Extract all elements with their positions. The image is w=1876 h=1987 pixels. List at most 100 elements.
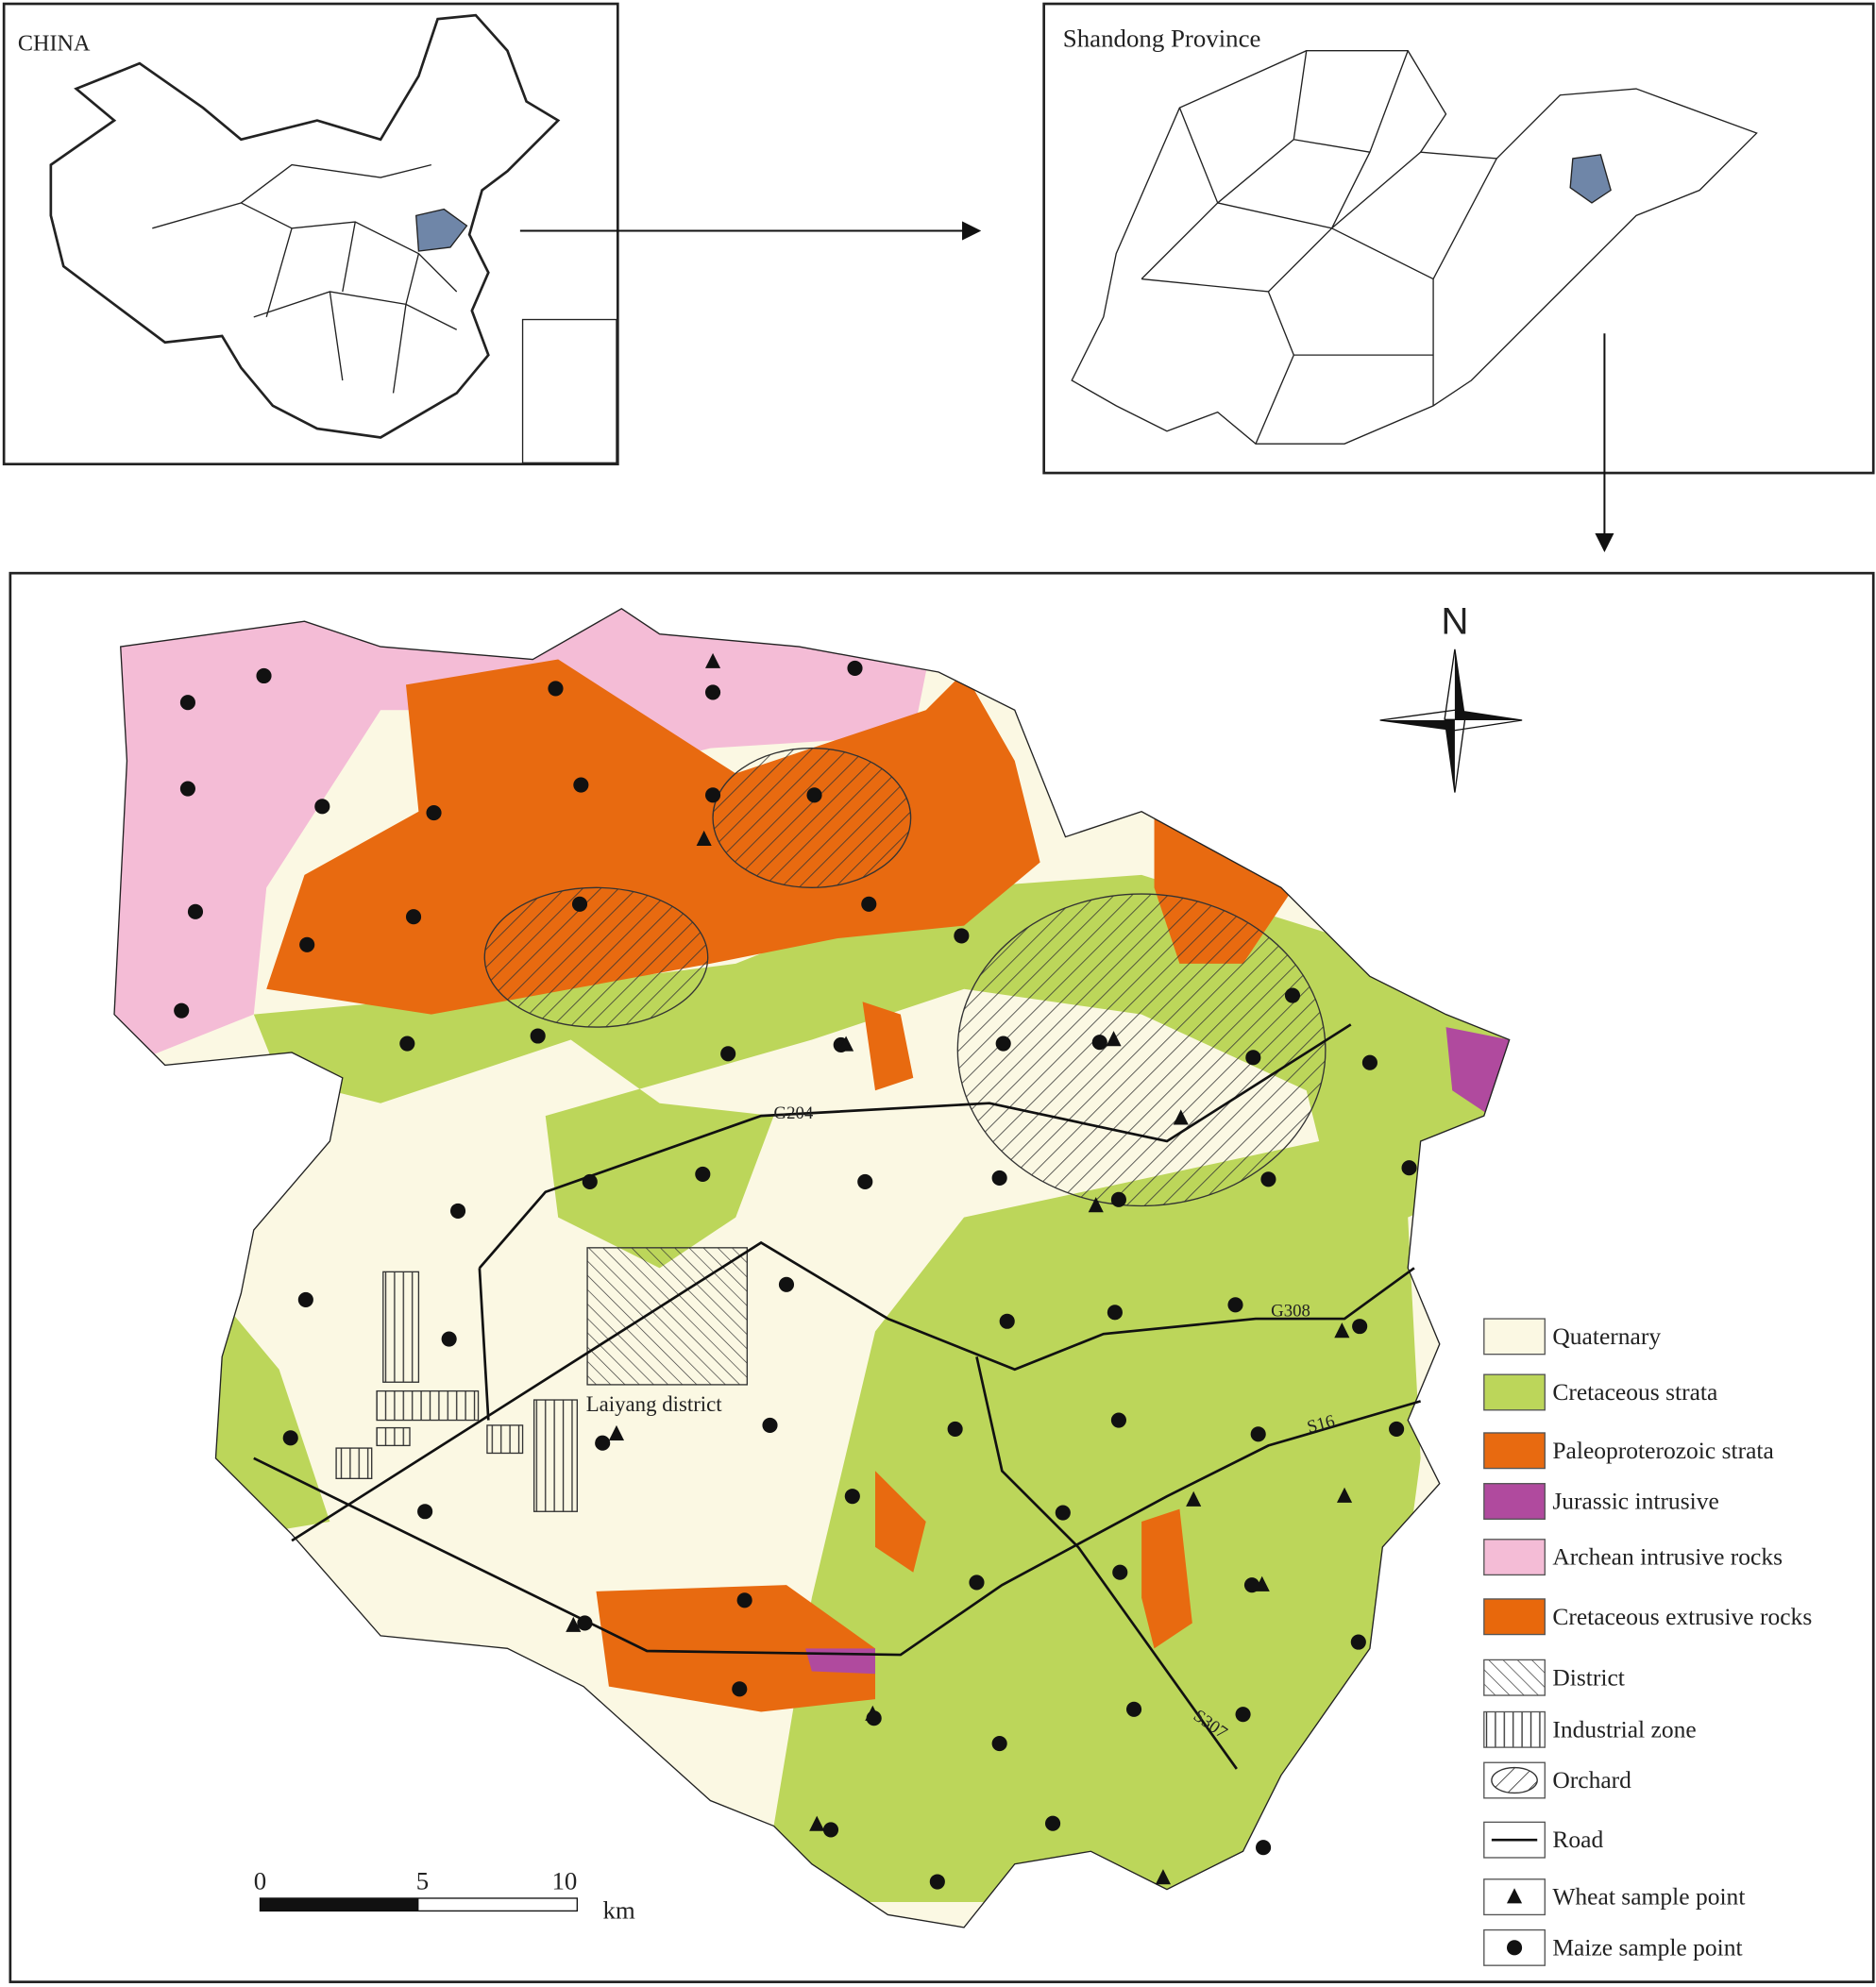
wheat-point xyxy=(1155,1869,1172,1885)
maize-point xyxy=(778,1276,795,1292)
maize-point xyxy=(417,1504,433,1520)
maize-point xyxy=(256,667,272,684)
legend-swatch xyxy=(1483,1432,1546,1470)
wheat-point xyxy=(1186,1490,1202,1507)
maize-point xyxy=(1055,1505,1071,1521)
maize-point xyxy=(1045,1815,1061,1831)
legend-swatch xyxy=(1483,1539,1546,1576)
inset-frame xyxy=(1042,2,1875,475)
maize-point xyxy=(1361,1054,1377,1070)
maize-point xyxy=(1107,1305,1123,1321)
maize-point xyxy=(179,781,195,797)
maize-point xyxy=(844,1489,860,1505)
maize-point xyxy=(449,1203,466,1219)
maize-point xyxy=(573,777,589,793)
north-arrow: N xyxy=(1379,600,1523,793)
maize-point xyxy=(1389,1421,1405,1437)
maize-point xyxy=(577,1615,593,1631)
legend-label: Maize sample point xyxy=(1552,1933,1742,1961)
scale-unit: km xyxy=(602,1895,634,1924)
legend-label: Cretaceous strata xyxy=(1552,1378,1717,1406)
legend: Quaternary Cretaceous strata Paleoproteroz… xyxy=(1483,1318,1812,1966)
maize-point xyxy=(969,1574,985,1591)
wheat-point xyxy=(1088,1197,1104,1213)
maize-point xyxy=(1112,1564,1128,1580)
maize-point xyxy=(704,787,721,803)
cretaceous-area xyxy=(253,874,1510,1902)
maize-point xyxy=(1284,987,1301,1003)
maize-point xyxy=(1250,1426,1266,1442)
maize-point xyxy=(582,1173,598,1190)
maize-point xyxy=(1260,1171,1276,1187)
maize-point xyxy=(314,799,330,815)
maize-point xyxy=(1350,1634,1366,1650)
maize-point xyxy=(995,1036,1011,1052)
maize-point xyxy=(595,1435,611,1451)
legend-label: Orchard xyxy=(1552,1766,1631,1793)
maize-point xyxy=(297,1291,313,1307)
maize-point xyxy=(174,1002,190,1019)
orchard xyxy=(956,893,1327,1207)
maize-point xyxy=(1256,1840,1272,1856)
maize-point xyxy=(1125,1701,1142,1717)
maize-point xyxy=(695,1166,711,1182)
maize-point xyxy=(1110,1412,1126,1428)
paleoproterozoic-area xyxy=(596,811,1294,1712)
inset-label: Shandong Province xyxy=(1063,25,1261,53)
laiyang-highlight xyxy=(1569,154,1612,204)
maize-point xyxy=(1245,1050,1261,1066)
wheat-point xyxy=(1254,1575,1270,1591)
legend-symbol xyxy=(1491,1766,1538,1794)
scale-bar: 0 5 10 km xyxy=(254,1867,635,1925)
province-borders xyxy=(152,163,458,394)
maize-point xyxy=(947,1421,963,1437)
legend-swatch xyxy=(1483,1318,1546,1356)
legend-label: Jurassic intrusive xyxy=(1552,1488,1718,1515)
scale-tick: 10 xyxy=(551,1867,577,1895)
province-outline xyxy=(1071,50,1758,445)
archean-area xyxy=(114,608,939,1066)
wheat-point xyxy=(704,652,721,668)
maize-point xyxy=(1243,1577,1260,1593)
maize-point xyxy=(1235,1707,1251,1723)
maize-point xyxy=(929,1874,945,1890)
orchard xyxy=(483,886,709,1028)
maize-point xyxy=(954,928,970,944)
maize-point xyxy=(299,936,315,952)
wheat-point xyxy=(809,1815,825,1831)
maize-point xyxy=(1352,1319,1368,1335)
maize-point xyxy=(426,805,442,821)
inset-label: CHINA xyxy=(18,31,91,57)
cretaceous-area xyxy=(215,1293,330,1535)
maize-point xyxy=(571,896,588,912)
maize-point xyxy=(1110,1191,1126,1207)
road-label: G204 xyxy=(774,1103,814,1123)
china-inset: CHINA xyxy=(2,2,619,466)
legend-swatch xyxy=(1483,1659,1546,1696)
maize-point xyxy=(187,903,204,919)
legend-label: Cretaceous extrusive rocks xyxy=(1552,1603,1812,1630)
wheat-point xyxy=(566,1616,582,1632)
maize-point xyxy=(806,787,822,803)
legend-label: Road xyxy=(1552,1826,1603,1853)
maize-point xyxy=(991,1170,1007,1187)
legend-label: Wheat sample point xyxy=(1552,1883,1745,1911)
north-label: N xyxy=(1441,600,1468,643)
maize-point xyxy=(179,695,195,711)
roads xyxy=(253,1023,1422,1770)
maize-point xyxy=(822,1822,839,1838)
prefecture-borders xyxy=(1141,50,1497,445)
maize-point xyxy=(720,1046,736,1062)
sample-points xyxy=(174,652,1417,1890)
maize-point xyxy=(282,1430,298,1446)
maize-point xyxy=(999,1313,1015,1329)
maize-point xyxy=(441,1331,457,1347)
legend-label: District xyxy=(1552,1663,1625,1691)
scale-tick: 0 xyxy=(254,1867,266,1895)
district-zone xyxy=(586,1247,749,1386)
maize-point xyxy=(762,1417,778,1433)
legend-symbol xyxy=(1506,1888,1523,1904)
legend-swatch xyxy=(1483,1373,1546,1411)
maize-point xyxy=(399,1036,415,1052)
wheat-point xyxy=(696,830,712,847)
